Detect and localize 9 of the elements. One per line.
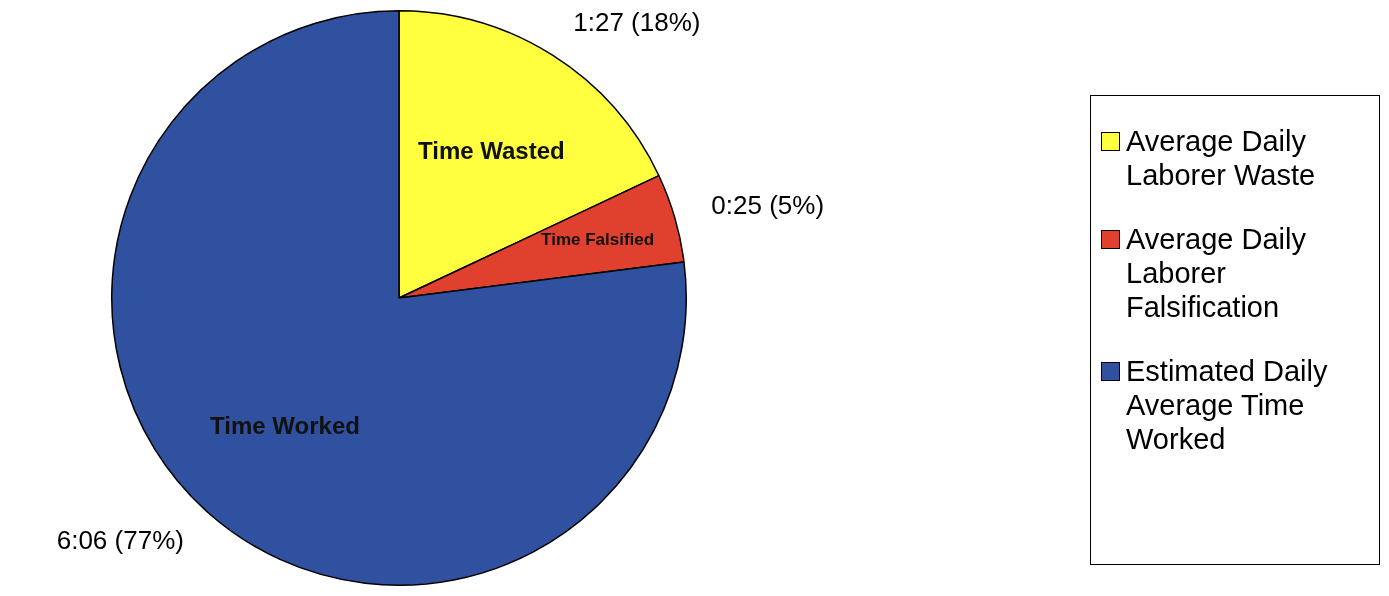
text: Time Wasted [417, 137, 565, 165]
data-label: 6:06 (77%) [56, 525, 184, 556]
data-label: 0:25 (5%) [711, 190, 825, 221]
text: Time Falsified [541, 229, 655, 249]
legend-label: Estimated Daily Average Time Worked [1126, 354, 1329, 456]
text: Time Worked [210, 411, 360, 439]
data-label: 1:27 (18%) [573, 6, 701, 37]
legend-label: Average Daily Laborer Waste [1126, 124, 1317, 192]
legend-label: Average Daily Laborer Falsification [1126, 222, 1307, 324]
